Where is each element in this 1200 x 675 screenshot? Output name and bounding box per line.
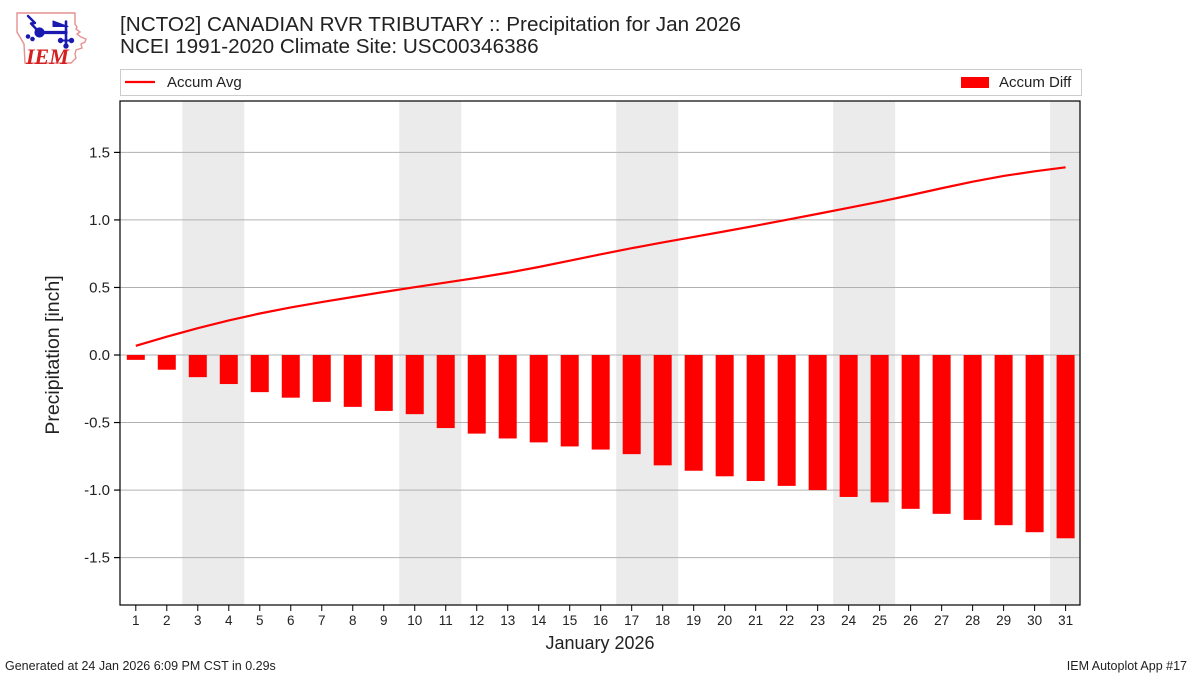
svg-text:17: 17: [624, 613, 639, 628]
svg-text:18: 18: [655, 613, 670, 628]
svg-text:25: 25: [872, 613, 887, 628]
svg-text:6: 6: [287, 613, 295, 628]
svg-text:3: 3: [194, 613, 202, 628]
svg-text:15: 15: [562, 613, 577, 628]
svg-text:Precipitation [inch]: Precipitation [inch]: [42, 275, 64, 434]
svg-text:31: 31: [1058, 613, 1073, 628]
svg-text:20: 20: [717, 613, 732, 628]
svg-text:27: 27: [934, 613, 949, 628]
svg-text:24: 24: [841, 613, 857, 628]
svg-text:1.0: 1.0: [89, 212, 110, 229]
svg-text:5: 5: [256, 613, 264, 628]
svg-text:9: 9: [380, 613, 388, 628]
svg-text:28: 28: [965, 613, 980, 628]
svg-text:10: 10: [407, 613, 422, 628]
svg-text:19: 19: [686, 613, 701, 628]
svg-text:11: 11: [439, 613, 453, 628]
svg-text:1.5: 1.5: [89, 144, 110, 161]
svg-text:26: 26: [903, 613, 918, 628]
svg-text:-1.0: -1.0: [84, 482, 110, 499]
svg-text:2: 2: [163, 613, 171, 628]
svg-text:January 2026: January 2026: [545, 633, 654, 653]
svg-text:13: 13: [500, 613, 515, 628]
svg-text:21: 21: [748, 613, 763, 628]
svg-text:0.5: 0.5: [89, 279, 110, 296]
svg-text:8: 8: [349, 613, 357, 628]
svg-text:-1.5: -1.5: [84, 550, 110, 567]
svg-text:0.0: 0.0: [89, 347, 110, 364]
svg-text:12: 12: [469, 613, 484, 628]
svg-text:1: 1: [132, 613, 140, 628]
svg-text:14: 14: [531, 613, 547, 628]
svg-text:23: 23: [810, 613, 825, 628]
svg-text:7: 7: [318, 613, 326, 628]
svg-text:4: 4: [225, 613, 233, 628]
svg-text:-0.5: -0.5: [84, 415, 110, 432]
svg-text:30: 30: [1027, 613, 1042, 628]
svg-text:16: 16: [593, 613, 608, 628]
svg-text:29: 29: [996, 613, 1011, 628]
svg-text:22: 22: [779, 613, 794, 628]
